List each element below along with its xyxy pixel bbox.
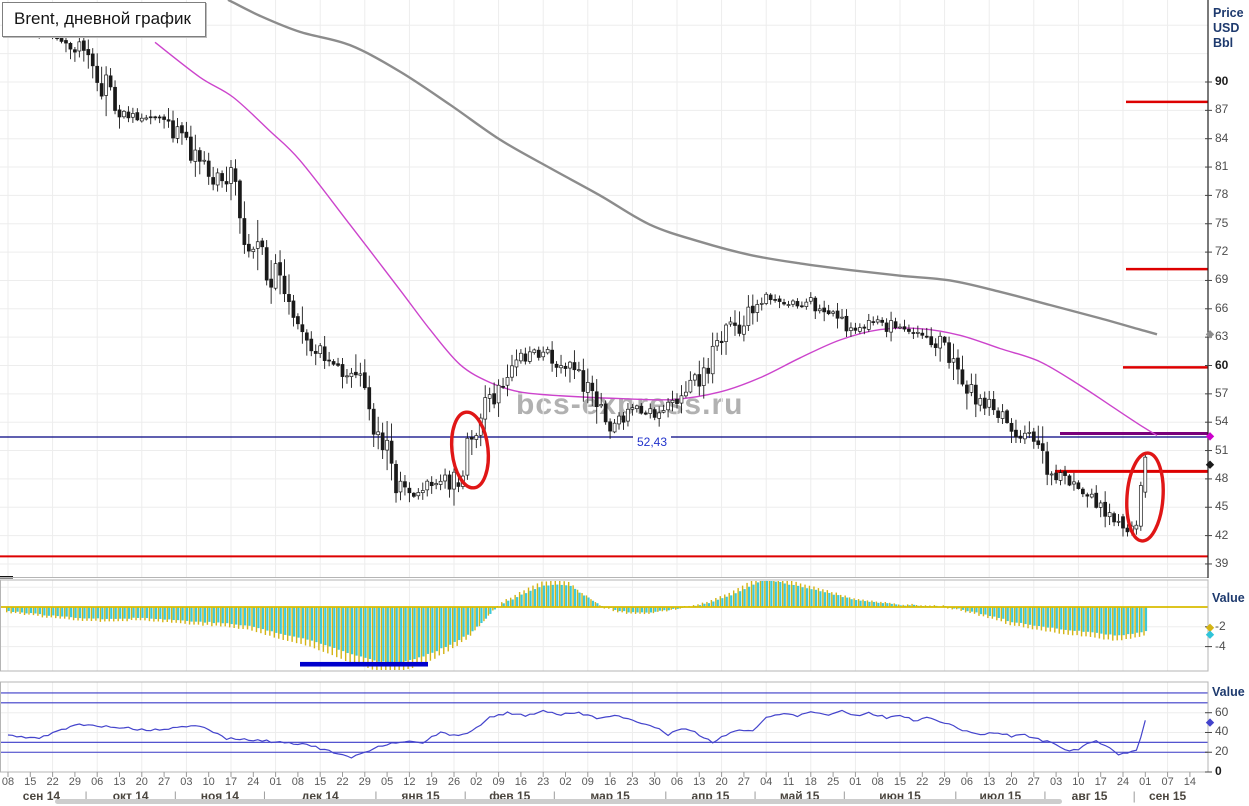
date-week-label: 22: [336, 776, 349, 788]
date-week-label: 20: [1005, 776, 1018, 788]
date-month-separator: |: [173, 789, 177, 803]
date-week-label: 26: [447, 776, 461, 788]
date-week-label: 09: [581, 776, 594, 788]
date-week-label: 14: [1183, 776, 1197, 788]
horizontal-scrollbar[interactable]: [55, 799, 1062, 804]
date-week-label: 18: [804, 776, 817, 788]
date-week-label: 12: [403, 776, 416, 788]
candles-series: [6, 6, 1148, 537]
date-week-label: 30: [648, 776, 661, 788]
axis-diamond-markers: [1205, 330, 1215, 727]
date-week-label: 10: [1072, 776, 1085, 788]
axis-ticks: [1205, 81, 1212, 773]
chart-title: Brent, дневной график: [14, 9, 191, 28]
grid: [0, 0, 1208, 772]
date-month-separator: |: [374, 789, 378, 803]
date-week-label: 08: [871, 776, 884, 788]
macd-histogram: [0, 576, 1208, 670]
date-month-separator: |: [753, 789, 757, 803]
date-week-label: 06: [91, 776, 104, 788]
date-month-separator: |: [664, 789, 668, 803]
price-axis-header-line: Bbl: [1213, 36, 1234, 50]
price-levels: [0, 100, 1208, 558]
date-week-label: 19: [425, 776, 438, 788]
date-week-label: 07: [1161, 776, 1174, 788]
date-week-label: 01: [849, 776, 862, 788]
date-week-label: 01: [1139, 776, 1152, 788]
date-week-label: 13: [983, 776, 996, 788]
date-week-label: 04: [760, 776, 773, 788]
date-week-label: 24: [1116, 776, 1130, 788]
date-week-label: 25: [826, 776, 840, 788]
date-week-label: 10: [202, 776, 215, 788]
date-week-label: 23: [626, 776, 639, 788]
date-week-label: 15: [24, 776, 37, 788]
date-month-separator: |: [463, 789, 467, 803]
date-month-label: сен 15: [1148, 789, 1187, 803]
date-week-label: 15: [893, 776, 907, 788]
date-week-label: 13: [113, 776, 126, 788]
date-week-label: 29: [938, 776, 951, 788]
date-month-separator: |: [262, 789, 266, 803]
date-week-label: 03: [1049, 776, 1063, 788]
date-week-label: 11: [782, 776, 795, 788]
date-month-separator: |: [552, 789, 556, 803]
date-week-label: 02: [470, 776, 483, 788]
date-week-label: 27: [157, 776, 171, 788]
date-week-label: 01: [269, 776, 282, 788]
date-week-label: 05: [380, 776, 394, 788]
chart-title-box: Brent, дневной график: [2, 2, 206, 37]
date-week-label: 20: [135, 776, 148, 788]
price-axis-header: Price USD Bbl: [1213, 6, 1244, 51]
date-week-label: 15: [314, 776, 327, 788]
date-week-label: 29: [358, 776, 371, 788]
date-week-label: 29: [68, 776, 82, 788]
date-week-label: 16: [514, 776, 528, 788]
date-week-label: 08: [1, 776, 15, 788]
date-week-label: 06: [960, 776, 974, 788]
date-week-label: 17: [1094, 776, 1107, 788]
date-week-label: 17: [224, 776, 238, 788]
moving-averages: [154, 0, 1158, 437]
date-week-label: 27: [737, 776, 751, 788]
price-level-label: 52,43: [633, 435, 672, 449]
date-month-separator: |: [842, 789, 846, 803]
date-week-label: 27: [1027, 776, 1040, 788]
date-week-label: 06: [670, 776, 684, 788]
macd-lowest-marker: [300, 661, 428, 667]
date-week-label: 08: [291, 776, 305, 788]
date-week-label: 22: [916, 776, 929, 788]
price-axis-header-line: USD: [1213, 21, 1240, 35]
date-month-separator: |: [84, 789, 88, 803]
date-month-separator: |: [1132, 789, 1136, 803]
date-week-label: 02: [559, 776, 572, 788]
date-week-label: 20: [715, 776, 728, 788]
date-week-label: 24: [247, 776, 260, 788]
panel-borders: [0, 0, 1209, 773]
date-week-label: 16: [603, 776, 617, 788]
date-ticks: [7, 772, 1191, 777]
date-week-label: 09: [492, 776, 505, 788]
price-axis-header-line: Price: [1213, 6, 1244, 20]
fast-ma-line: [154, 41, 1158, 437]
date-week-label: 23: [537, 776, 550, 788]
stoch-axis-header: Value: [1212, 685, 1245, 699]
oscillator: [0, 692, 1208, 759]
date-month-separator: |: [1043, 789, 1047, 803]
date-month-separator: |: [954, 789, 958, 803]
date-month-label: авг 15: [1071, 789, 1108, 803]
ellipse-annotations: [449, 410, 1165, 543]
oscillator-line: [7, 709, 1146, 759]
date-month-label: сен 14: [22, 789, 61, 803]
slow-ma-line: [227, 0, 1158, 336]
date-week-label: 22: [46, 776, 59, 788]
macd-axis-header: Value: [1212, 591, 1245, 605]
date-week-label: 03: [180, 776, 193, 788]
date-week-label: 13: [693, 776, 706, 788]
